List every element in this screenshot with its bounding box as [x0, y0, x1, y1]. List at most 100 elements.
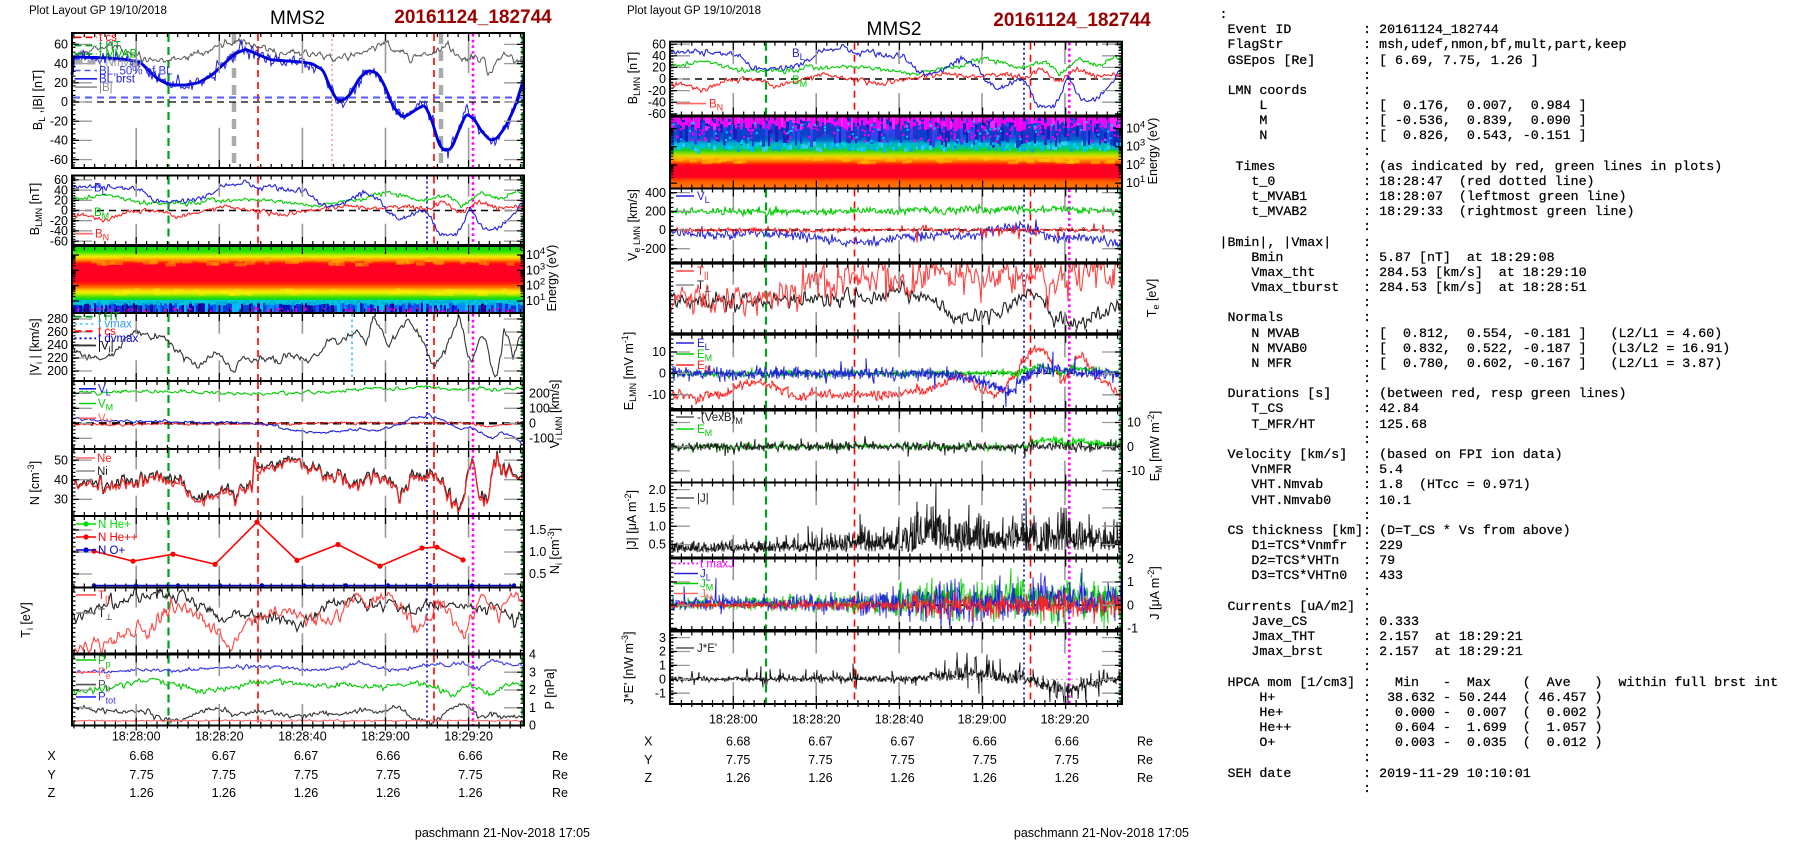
- svg-text:30: 30: [54, 493, 68, 507]
- svg-text:-60: -60: [648, 107, 666, 121]
- svg-text:40: 40: [54, 183, 68, 197]
- svg-text:101: 101: [1126, 174, 1145, 190]
- svg-text:18:29:20: 18:29:20: [1041, 713, 1090, 727]
- svg-text:2: 2: [1127, 552, 1134, 566]
- svg-text:BM: BM: [792, 75, 807, 89]
- svg-text:20: 20: [54, 194, 68, 208]
- svg-text:18:28:40: 18:28:40: [875, 713, 924, 727]
- svg-text:t cs: t cs: [99, 32, 117, 44]
- svg-text:18:29:20: 18:29:20: [444, 730, 493, 744]
- svg-text:240: 240: [47, 338, 68, 352]
- svg-text:JM: JM: [700, 578, 713, 592]
- svg-text:1: 1: [1127, 575, 1134, 589]
- svg-text:1.26: 1.26: [294, 786, 318, 800]
- svg-text:-1: -1: [1127, 622, 1138, 636]
- svg-text:J*E': J*E': [697, 643, 717, 655]
- svg-text:18:29:00: 18:29:00: [958, 713, 1007, 727]
- svg-text:BN: BN: [95, 229, 109, 243]
- svg-text:7.75: 7.75: [212, 768, 236, 782]
- svg-text:3: 3: [529, 666, 536, 680]
- svg-text:6.66: 6.66: [458, 749, 482, 763]
- svg-text:-10: -10: [648, 388, 666, 402]
- svg-text:EM: EM: [697, 349, 712, 363]
- svg-text:50: 50: [54, 453, 68, 467]
- svg-text:20161124_182744: 20161124_182744: [394, 7, 552, 28]
- svg-text:T⊥: T⊥: [697, 280, 712, 294]
- svg-text:20161124_182744: 20161124_182744: [993, 10, 1151, 31]
- svg-text:t dvmax: t dvmax: [98, 333, 139, 345]
- svg-text:T||: T||: [98, 590, 110, 604]
- svg-text:6.68: 6.68: [726, 735, 750, 749]
- svg-text:-60: -60: [50, 153, 68, 167]
- svg-text:1.5: 1.5: [529, 523, 546, 537]
- svg-text:40: 40: [652, 49, 666, 63]
- svg-text:Te [eV]: Te [eV]: [1145, 279, 1161, 317]
- svg-text:t HT: t HT: [98, 312, 120, 324]
- svg-text:Ne: Ne: [97, 453, 112, 465]
- svg-text:6.68: 6.68: [129, 749, 153, 763]
- svg-text:102: 102: [1126, 156, 1145, 172]
- svg-text:-60: -60: [50, 234, 68, 248]
- svg-text:0: 0: [1127, 598, 1134, 612]
- svg-text:0: 0: [659, 673, 666, 687]
- svg-text:BLMN [nT]: BLMN [nT]: [28, 183, 44, 235]
- svg-text:6.67: 6.67: [808, 735, 832, 749]
- svg-text:1.26: 1.26: [890, 771, 914, 785]
- svg-text:1: 1: [529, 701, 536, 715]
- svg-text:4: 4: [529, 648, 536, 662]
- svg-text:1.26: 1.26: [808, 771, 832, 785]
- svg-text:Y: Y: [47, 768, 56, 782]
- svg-text:N He++: N He++: [98, 532, 138, 544]
- svg-text:3: 3: [659, 631, 666, 645]
- svg-text:BM: BM: [94, 207, 109, 221]
- svg-text:EL: EL: [697, 338, 710, 352]
- svg-text:20: 20: [54, 76, 68, 90]
- svg-text:Re: Re: [1137, 735, 1153, 749]
- svg-text:18:28:20: 18:28:20: [792, 713, 841, 727]
- svg-text:18:29:00: 18:29:00: [361, 730, 410, 744]
- svg-text:|J| [μA m-2]: |J| [μA m-2]: [623, 490, 639, 550]
- svg-text:40: 40: [54, 473, 68, 487]
- svg-text:-200: -200: [641, 242, 666, 256]
- svg-text:t MVAB: t MVAB: [99, 49, 137, 61]
- svg-text:1: 1: [659, 659, 666, 673]
- svg-text:paschmann 21-Nov-2018 17:05: paschmann 21-Nov-2018 17:05: [1014, 826, 1189, 840]
- svg-text:6.66: 6.66: [1055, 735, 1079, 749]
- svg-text:18:28:00: 18:28:00: [709, 713, 758, 727]
- svg-text:280: 280: [47, 312, 68, 326]
- svg-text:-20: -20: [50, 114, 68, 128]
- svg-text:-40: -40: [648, 95, 666, 109]
- svg-text:MMS2: MMS2: [270, 8, 325, 29]
- svg-text:104: 104: [526, 246, 545, 262]
- svg-text:1.5: 1.5: [649, 501, 666, 515]
- svg-text:102: 102: [526, 277, 545, 293]
- svg-text:1.26: 1.26: [1055, 771, 1079, 785]
- svg-text:Ni: Ni: [97, 466, 108, 478]
- svg-text:VN: VN: [98, 413, 112, 427]
- svg-text:Re: Re: [552, 786, 568, 800]
- svg-text:0: 0: [1127, 440, 1134, 454]
- svg-text:2: 2: [529, 683, 536, 697]
- svg-text:|Vi|: |Vi|: [98, 340, 114, 354]
- svg-text:60: 60: [54, 173, 68, 187]
- svg-text:X: X: [644, 735, 653, 749]
- svg-text:Plot Layout GP 19/10/2018: Plot Layout GP 19/10/2018: [29, 5, 167, 17]
- svg-text:6.66: 6.66: [973, 735, 997, 749]
- svg-text:Pe: Pe: [98, 667, 111, 681]
- svg-text:7.75: 7.75: [129, 768, 153, 782]
- svg-text:1.0: 1.0: [529, 545, 546, 559]
- svg-text:VL: VL: [98, 384, 111, 398]
- svg-text:400: 400: [645, 186, 666, 200]
- svg-text:EM: EM: [697, 424, 712, 438]
- svg-text:T⊥: T⊥: [98, 608, 113, 622]
- svg-text:T||: T||: [697, 266, 709, 280]
- svg-text:Pb: Pb: [98, 679, 111, 693]
- svg-text:1.26: 1.26: [726, 771, 750, 785]
- svg-text:BL, 50% of BL: BL, 50% of BL: [99, 65, 173, 77]
- svg-text:220: 220: [47, 351, 68, 365]
- svg-text:ELMN [mV m-1]: ELMN [mV m-1]: [620, 332, 638, 410]
- svg-text:103: 103: [526, 261, 545, 277]
- svg-text:Ve LMN [km/s]: Ve LMN [km/s]: [626, 189, 642, 261]
- svg-text:104: 104: [1126, 120, 1145, 136]
- svg-text:paschmann 21-Nov-2018 17:05: paschmann 21-Nov-2018 17:05: [415, 826, 590, 840]
